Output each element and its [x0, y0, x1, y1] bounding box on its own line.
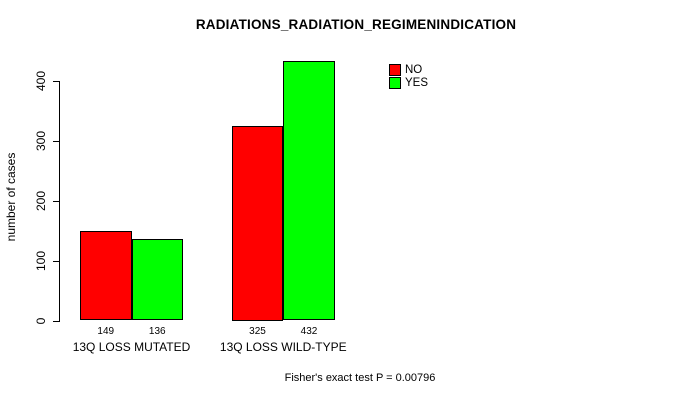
y-tick-label: 300	[34, 130, 48, 151]
bar-no-2	[231, 125, 284, 321]
bar-value-label: 149	[97, 326, 115, 337]
y-tick-label: 400	[34, 70, 48, 91]
legend-item-yes: YES	[389, 76, 428, 89]
bar-yes-2	[283, 61, 335, 321]
y-axis-tick	[53, 140, 59, 142]
bar-value-label: 325	[249, 326, 266, 337]
legend: NO YES	[389, 63, 428, 89]
y-tick-label: 100	[34, 250, 48, 271]
legend-swatch	[389, 76, 401, 89]
chart-title: RADIATIONS_RADIATION_REGIMENINDICATION	[195, 17, 517, 32]
category-label: 13Q LOSS WILD-TYPE	[219, 340, 347, 354]
bar-value-label: 432	[300, 326, 318, 337]
y-axis-tick	[53, 80, 59, 82]
legend-swatch	[389, 63, 401, 76]
legend-item-no: NO	[389, 63, 428, 76]
legend-label: NO	[405, 63, 423, 76]
bar-no-1	[80, 231, 132, 321]
y-axis-tick	[53, 200, 59, 202]
y-axis-tick	[53, 260, 59, 262]
bar-yes-1	[131, 238, 183, 321]
stat-annotation: Fisher's exact test P = 0.00796	[284, 372, 436, 384]
y-tick-label: 0	[34, 317, 48, 324]
legend-label: YES	[405, 76, 429, 89]
y-tick-label: 200	[34, 190, 48, 211]
category-label: 13Q LOSS MUTATED	[72, 340, 191, 354]
y-axis-tick	[53, 320, 59, 322]
y-axis-line	[59, 80, 60, 322]
bar-value-label: 136	[148, 326, 166, 337]
